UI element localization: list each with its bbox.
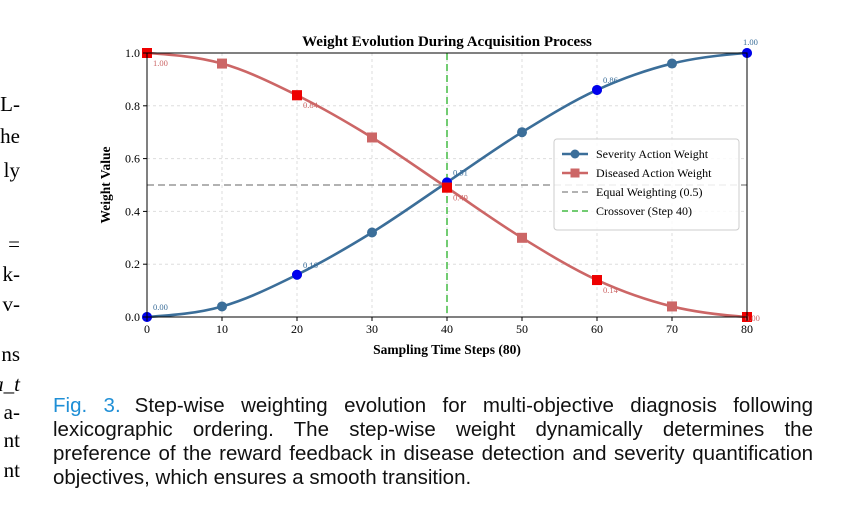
y-tick-label: 0.8 (125, 99, 140, 113)
fragment: v- (2, 292, 21, 316)
diseased-data-label: 0.00 (745, 313, 760, 323)
severity-data-label: 1.00 (743, 37, 758, 47)
x-tick-label: 0 (144, 322, 150, 336)
x-tick-label: 10 (216, 322, 228, 336)
left-column-fragments: L- he ly = k- v- ns a_t a- nt nt (0, 0, 30, 530)
diseased-point (517, 232, 527, 243)
x-tick-label: 40 (441, 322, 453, 336)
diseased-point (217, 58, 227, 69)
x-axis-label: Sampling Time Steps (80) (373, 342, 521, 357)
severity-highlight-point (292, 269, 302, 280)
fragment: ns (1, 342, 20, 366)
fragment: k- (2, 262, 21, 286)
diseased-highlight-point (442, 182, 452, 193)
severity-point (667, 58, 677, 69)
y-tick-label: 0.2 (125, 257, 140, 271)
severity-data-label: 0.00 (153, 302, 168, 312)
diseased-point (667, 301, 677, 312)
x-tick-label: 60 (591, 322, 603, 336)
y-tick-label: 0.4 (125, 204, 140, 218)
fragment: = (8, 232, 20, 256)
diseased-highlight-point (592, 275, 602, 286)
fragment: a- (3, 400, 20, 424)
legend-entry-label: Diseased Action Weight (596, 166, 712, 180)
chart-title: Weight Evolution During Acquisition Proc… (302, 34, 592, 50)
diseased-data-label: 0.14 (603, 285, 619, 295)
y-axis-label: Weight Value (98, 147, 113, 224)
y-tick-label: 0.6 (125, 152, 140, 166)
caption-text: Step-wise weighting evolution for multi-… (53, 394, 814, 489)
x-tick-label: 30 (366, 322, 378, 336)
severity-point (217, 301, 227, 312)
fragment: a_t (0, 372, 20, 396)
diseased-data-label: 1.00 (153, 58, 168, 68)
fragment: he (0, 124, 20, 148)
fragment: ly (3, 158, 20, 182)
fragment: nt (3, 428, 20, 452)
x-tick-label: 20 (291, 322, 303, 336)
fragment: L- (0, 92, 20, 116)
severity-data-label: 0.51 (453, 167, 468, 177)
weight-evolution-chart: 0.000.160.510.861.001.000.840.490.140.00… (98, 34, 760, 357)
severity-point (367, 227, 377, 238)
diseased-data-label: 0.84 (303, 100, 319, 110)
fragment: nt (3, 458, 20, 482)
legend-marker (570, 149, 580, 159)
x-tick-label: 50 (516, 322, 528, 336)
severity-point (517, 127, 527, 138)
severity-highlight-point (592, 84, 602, 95)
x-tick-label: 80 (741, 322, 753, 336)
legend-box (553, 138, 740, 231)
diseased-data-label: 0.49 (453, 193, 468, 203)
diseased-point (367, 132, 377, 143)
legend-marker (570, 168, 580, 178)
severity-data-label: 0.16 (303, 260, 318, 270)
legend-entry-label: Crossover (Step 40) (596, 204, 692, 218)
legend-entry-label: Severity Action Weight (596, 147, 709, 161)
y-tick-label: 1.0 (125, 46, 140, 60)
x-tick-label: 70 (666, 322, 678, 336)
y-tick-label: 0.0 (125, 310, 140, 324)
figure-caption: Fig. 3. Step-wise weighting evolution for… (53, 394, 813, 490)
caption-label: Fig. 3. (53, 394, 121, 417)
severity-data-label: 0.86 (603, 75, 618, 85)
legend-entry-label: Equal Weighting (0.5) (596, 185, 702, 199)
diseased-highlight-point (292, 90, 302, 101)
